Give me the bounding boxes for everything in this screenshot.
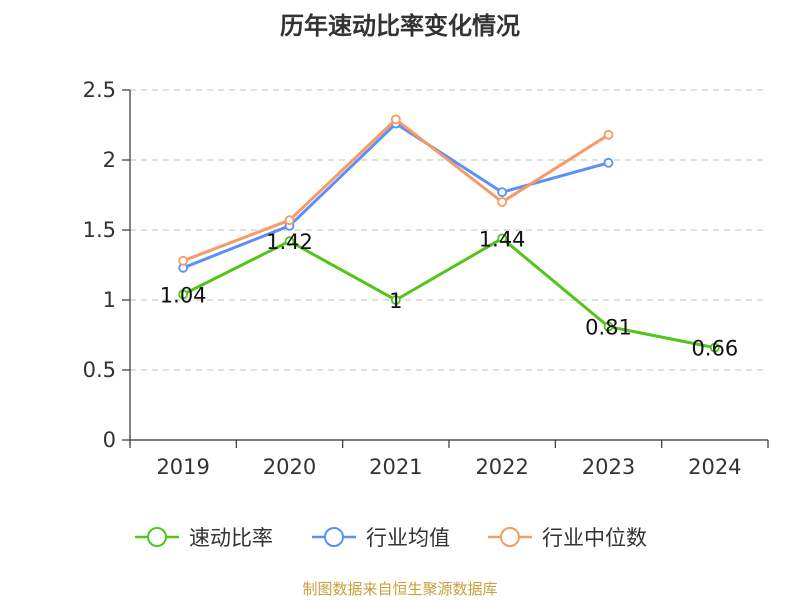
- data-label: 0.66: [691, 337, 738, 361]
- x-tick-label: 2021: [369, 455, 422, 479]
- x-tick-label: 2019: [156, 455, 209, 479]
- data-labels: 1.04 1.42 1 1.44 0.81 0.66: [160, 227, 738, 360]
- data-label: 0.81: [585, 316, 632, 340]
- grid-lines: [130, 89, 768, 371]
- legend-label: 行业均值: [366, 526, 450, 550]
- legend-label: 速动比率: [189, 526, 273, 550]
- data-point: [390, 295, 401, 305]
- y-tick-label: 0: [103, 428, 116, 452]
- data-label: 1.44: [479, 227, 526, 251]
- x-tick-label: 2023: [582, 455, 635, 479]
- axes: 0 0.5 1 1.5 2 2.5 2019 2020 2021 2022 2023 2024: [83, 78, 769, 479]
- data-point: [390, 114, 401, 125]
- data-label: 1.42: [266, 230, 313, 254]
- chart-title: 历年速动比率变化情况: [280, 12, 520, 40]
- data-label: 1.04: [160, 283, 207, 307]
- y-tick-label: 1.5: [83, 218, 116, 242]
- legend-marker: [147, 527, 167, 547]
- y-tick-label: 2.5: [83, 78, 116, 102]
- legend-label: 行业中位数: [542, 526, 647, 550]
- data-label: 1: [389, 289, 402, 313]
- series-line-1: [182, 122, 609, 270]
- x-tick-label: 2022: [475, 455, 528, 479]
- data-point: [497, 197, 508, 207]
- legend-item: 行业均值: [312, 526, 450, 550]
- y-tick-label: 0.5: [83, 358, 116, 382]
- data-point: [497, 233, 508, 244]
- legend: 速动比率 行业均值 行业中位数: [135, 526, 647, 550]
- data-point: [284, 215, 295, 226]
- data-point: [178, 255, 189, 266]
- source-note: 制图数据来自恒生聚源数据库: [302, 580, 498, 598]
- data-point: [497, 187, 508, 198]
- y-tick-label: 2: [103, 148, 116, 172]
- legend-marker: [500, 527, 520, 547]
- data-point: [603, 157, 614, 168]
- x-tick-label: 2020: [263, 455, 316, 479]
- legend-marker: [324, 527, 344, 547]
- data-point: [178, 289, 189, 300]
- data-point: [603, 321, 614, 332]
- data-point: [603, 129, 614, 140]
- legend-item: 行业中位数: [488, 526, 647, 550]
- series-line-0: [182, 236, 716, 350]
- series-lines: [178, 114, 720, 353]
- x-tick-label: 2024: [688, 455, 741, 479]
- data-point: [709, 342, 720, 353]
- data-point: [284, 236, 295, 247]
- y-tick-label: 1: [103, 288, 116, 312]
- series-line-2: [182, 117, 610, 263]
- legend-item: 速动比率: [135, 526, 273, 550]
